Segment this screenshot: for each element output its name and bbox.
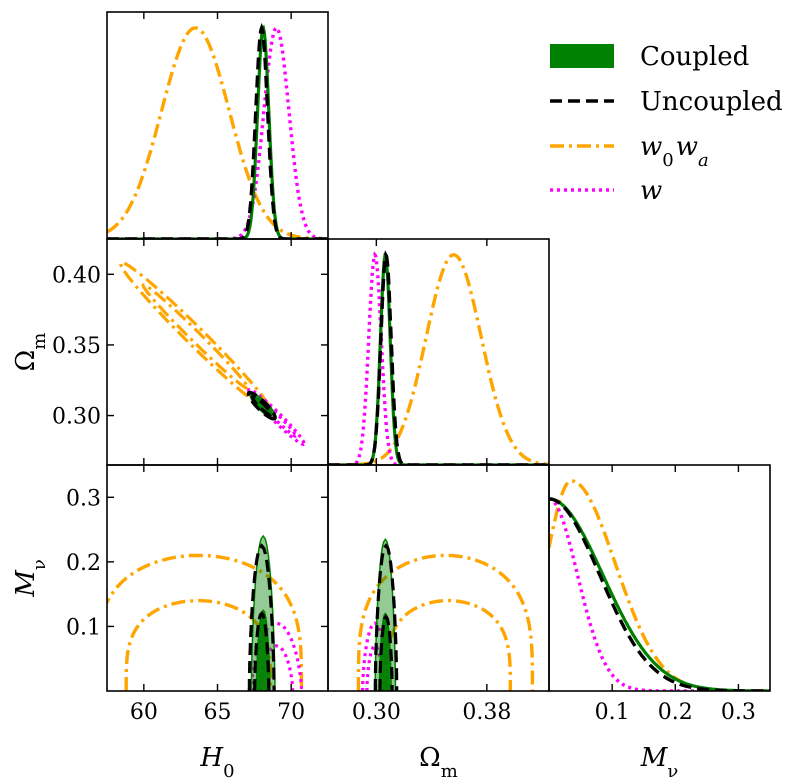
legend-label: w0wa bbox=[640, 132, 709, 171]
contour-Om-Mnu-w-95 bbox=[360, 621, 389, 691]
ytick-label-Mnu: 0.1 bbox=[66, 615, 101, 640]
frame-2-2 bbox=[548, 464, 771, 692]
contour-H0-Om-w0wa-68 bbox=[141, 283, 250, 390]
curve-1d-H0-w bbox=[107, 26, 328, 239]
legend-label: w bbox=[640, 176, 662, 206]
xtick-label-H0: 70 bbox=[277, 700, 305, 725]
xlabel-H0: H0 bbox=[199, 743, 234, 782]
legend: Coupled Uncoupled w0wa w bbox=[550, 42, 783, 206]
panel-H0-Mnu bbox=[107, 534, 304, 691]
diag-panel-H0 bbox=[107, 22, 328, 239]
legend-swatch bbox=[550, 44, 614, 68]
contour-H0-Om-w0wa-95 bbox=[119, 260, 272, 412]
frame-1-2 bbox=[327, 464, 550, 692]
xtick-label-H0: 65 bbox=[204, 700, 232, 725]
xtick-label-Mnu: 0.1 bbox=[595, 700, 630, 725]
contour-H0-Mnu-w0wa-68 bbox=[124, 598, 273, 691]
contour-Om-Mnu-Uncoupled-95 bbox=[373, 542, 399, 691]
ylabel-Mnu: Mν bbox=[11, 559, 50, 598]
curve-1d-Om-w0wa bbox=[328, 253, 549, 465]
curve-1d-Om-w bbox=[328, 251, 549, 465]
contour-H0-Om-w-95 bbox=[247, 388, 306, 446]
contour-Om-Mnu-w0wa-68 bbox=[384, 598, 512, 691]
curve-1d-Mnu-w0wa bbox=[549, 479, 770, 691]
contour-H0-Mnu-w0wa-95 bbox=[107, 553, 304, 691]
xtick-label-Mnu: 0.2 bbox=[658, 700, 693, 725]
ytick-label-Om: 0.40 bbox=[52, 263, 101, 288]
contour-H0-Mnu-Uncoupled-68 bbox=[253, 611, 271, 691]
curve-1d-H0-Coupled bbox=[107, 24, 328, 239]
contour-H0-Om-Uncoupled-95 bbox=[246, 390, 277, 421]
legend-label: Uncoupled bbox=[640, 87, 783, 117]
diag-panel-Om bbox=[328, 250, 549, 465]
contour-Om-Mnu-w0wa-95 bbox=[356, 553, 535, 691]
legend-entry-1: Uncoupled bbox=[550, 87, 783, 117]
diag-panel-Mnu bbox=[549, 479, 770, 691]
contour-H0-Om-Uncoupled-68 bbox=[250, 394, 273, 417]
ytick-label-Mnu: 0.3 bbox=[66, 486, 101, 511]
frames: 60 65 70 0.30 0.38 0.1 0.2 0.3 0.30 0.35 0.40 0.1 0.… bbox=[11, 11, 771, 782]
frame-1-1 bbox=[327, 238, 550, 466]
contour-H0-Mnu-Uncoupled-95 bbox=[247, 543, 276, 691]
xlabel-Om: Ωm bbox=[419, 743, 458, 782]
xtick-label-Mnu: 0.3 bbox=[721, 700, 756, 725]
ytick-label-Om: 0.35 bbox=[52, 334, 101, 359]
frame-0-0 bbox=[106, 11, 329, 240]
legend-entry-3: w bbox=[550, 176, 662, 206]
panel-Om-Mnu bbox=[356, 537, 535, 691]
contour-Om-Mnu-Uncoupled-68 bbox=[378, 614, 394, 691]
ylabel-Om: Ωm bbox=[11, 333, 50, 372]
legend-entry-0: Coupled bbox=[550, 42, 749, 72]
xlabel-Mnu: Mν bbox=[640, 743, 679, 782]
legend-label: Coupled bbox=[640, 42, 749, 72]
xtick-label-H0: 60 bbox=[130, 700, 158, 725]
xtick-label-Om: 0.30 bbox=[352, 700, 401, 725]
panels-layer bbox=[107, 22, 770, 691]
curve-1d-H0-w0wa bbox=[107, 26, 328, 239]
ytick-label-Om: 0.30 bbox=[52, 405, 101, 430]
frame-0-2 bbox=[106, 464, 329, 692]
legend-entry-2: w0wa bbox=[550, 132, 709, 171]
panel-H0-Om bbox=[119, 260, 306, 446]
curve-1d-H0-Uncoupled bbox=[107, 22, 328, 239]
ytick-label-Mnu: 0.2 bbox=[66, 551, 101, 576]
xtick-label-Om: 0.38 bbox=[462, 700, 511, 725]
curve-1d-Om-Uncoupled bbox=[328, 250, 549, 465]
